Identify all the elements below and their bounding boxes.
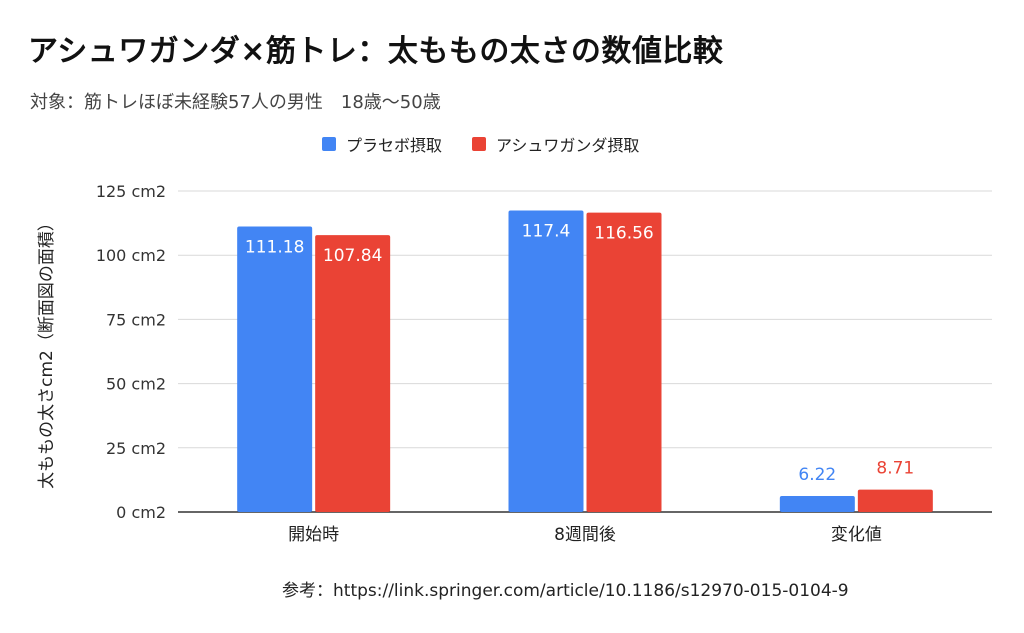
chart-subtitle: 対象：筋トレほぼ未経験57人の男性 18歳〜50歳 — [30, 92, 441, 113]
bar — [237, 226, 313, 513]
data-label: 107.84 — [323, 246, 382, 266]
source-citation: 参考：https://link.springer.com/article/10.… — [282, 581, 849, 601]
y-tick-label: 125 cm2 — [96, 182, 166, 201]
legend-item-placebo[interactable]: プラセボ摂取 — [322, 132, 442, 156]
y-tick-label: 50 cm2 — [106, 375, 166, 394]
chart-title: アシュワガンダ×筋トレ：太ももの太さの数値比較 — [28, 34, 724, 69]
legend-label-placebo: プラセボ摂取 — [346, 136, 443, 155]
data-label: 117.4 — [522, 222, 571, 242]
legend-item-ashwagandha[interactable]: アシュワガンダ摂取 — [472, 132, 639, 156]
legend-swatch-ashwagandha — [472, 137, 487, 151]
legend: プラセボ摂取 アシュワガンダ摂取 — [322, 132, 639, 156]
bar — [586, 212, 662, 512]
legend-swatch-placebo — [322, 137, 336, 151]
x-tick-label: 8週間後 — [554, 525, 616, 545]
y-tick-label: 75 cm2 — [106, 310, 166, 329]
bar — [315, 235, 391, 512]
y-tick-label: 25 cm2 — [106, 439, 166, 458]
x-tick-label: 開始時 — [288, 525, 339, 545]
data-label: 116.56 — [594, 224, 653, 244]
y-tick-label: 100 cm2 — [96, 246, 166, 265]
legend-label-ashwagandha: アシュワガンダ摂取 — [496, 136, 640, 155]
bar — [508, 210, 584, 513]
bar — [779, 496, 855, 512]
data-label: 111.18 — [245, 237, 304, 257]
data-label: 6.22 — [798, 465, 836, 485]
x-tick-label: 変化値 — [831, 525, 882, 545]
bar — [857, 489, 933, 512]
y-axis-title: 太ももの太さcm2（断面図の面積） — [37, 214, 57, 489]
data-label: 8.71 — [876, 459, 914, 479]
y-tick-label: 0 cm2 — [116, 503, 166, 522]
